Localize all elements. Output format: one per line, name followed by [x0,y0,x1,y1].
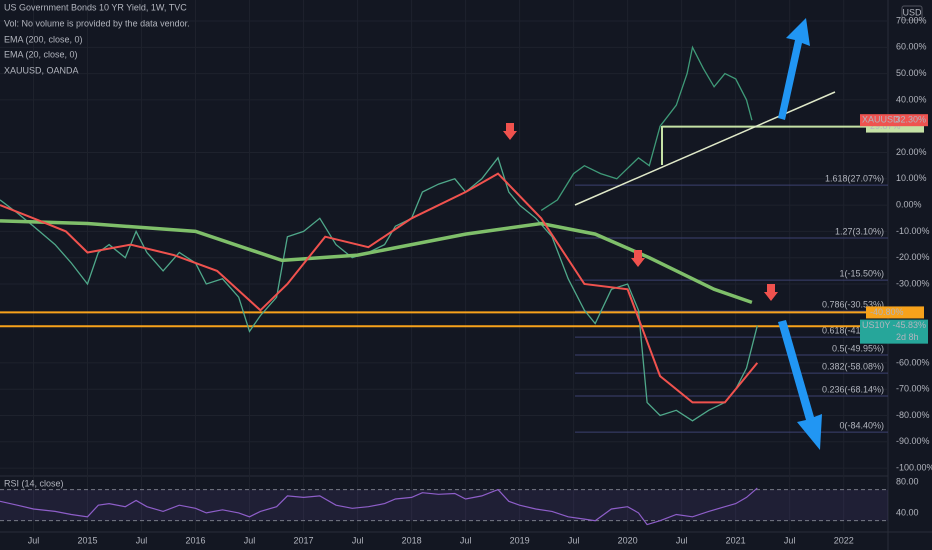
x-tick-label: Jul [568,535,580,545]
marker-name: US10Y [862,320,891,330]
y-tick-label: 40.00% [896,94,927,104]
fib-label: 1.618(27.07%) [825,174,884,184]
blue-arrow [778,320,822,450]
unit-label: USD [902,7,922,17]
x-tick-label: 2017 [294,535,314,545]
x-tick-label: Jul [136,535,148,545]
legend-main: US Government Bonds 10 YR Yield, 1W, TVC [4,2,187,12]
y-tick-label: 50.00% [896,68,927,78]
fib-label: 0(-84.40%) [839,420,884,430]
marker-tag [860,114,928,127]
marker-tag [860,319,928,344]
y-tick-label: 20.00% [896,147,927,157]
x-tick-label: Jul [244,535,256,545]
x-tick-label: Jul [460,535,472,545]
fib-label: 1(-15.50%) [839,268,884,278]
marker-name: XAUUSD [862,115,900,125]
fib-label: 0.236(-68.14%) [822,384,884,394]
red-arrow [764,284,778,301]
x-tick-label: 2022 [834,535,854,545]
legend-ema200: EMA (200, close, 0) [4,34,83,44]
y-tick-label: -70.00% [896,384,930,394]
x-tick-label: 2020 [618,535,638,545]
fib-label: 0.618(-41.82%) [822,326,884,336]
rsi-tick-label: 80.00 [896,476,919,486]
x-tick-label: Jul [28,535,40,545]
legend-note: Vol: No volume is provided by the data v… [4,18,190,28]
fib-label: 1.27(3.10%) [835,226,884,236]
marker-label: -45.83% [892,320,926,330]
red-arrow [631,250,645,267]
level-tag [866,120,924,133]
y-tick-label: -80.00% [896,410,930,420]
y-tick-label: 10.00% [896,173,927,183]
level-tag [866,306,924,319]
y-tick-label: -60.00% [896,357,930,367]
fib-label: 0.382(-58.08%) [822,362,884,372]
y-tick-label: 60.00% [896,42,927,52]
marker-sub: 2d 8h [896,332,919,342]
blue-arrow [778,18,810,120]
red-arrow [503,123,517,140]
series-line [540,45,753,211]
x-tick-label: 2021 [726,535,746,545]
x-tick-label: 2015 [77,535,97,545]
y-tick-label: -90.00% [896,436,930,446]
fib-label: 0.5(-49.95%) [832,343,884,353]
legend-xauusd: XAUUSD, OANDA [4,65,79,75]
series-line [0,172,759,404]
trend-line [574,91,836,206]
rsi-tick-label: 40.00 [896,507,919,517]
legend-ema20: EMA (20, close, 0) [4,49,78,59]
unit-box [901,5,923,21]
y-tick-label: 70.00% [896,15,927,25]
y-tick-label: -20.00% [896,252,930,262]
rsi-label: RSI (14, close) [4,478,64,488]
x-tick-label: 2016 [186,535,206,545]
fib-label: 0.786(-30.53%) [822,299,884,309]
y-tick-label: -30.00% [896,278,930,288]
y-tick-label: -100.00% [896,462,932,472]
x-tick-label: Jul [676,535,688,545]
x-tick-label: Jul [352,535,364,545]
series-line [0,219,753,305]
x-tick-label: Jul [784,535,796,545]
marker-label: 32.30% [895,115,926,125]
series-line [0,156,758,422]
x-tick-label: 2019 [510,535,530,545]
x-tick-label: 2018 [402,535,422,545]
y-tick-label: -10.00% [896,226,930,236]
rsi-line [0,487,758,526]
y-tick-label: 0.00% [896,200,922,210]
rsi-band [0,489,888,521]
level-tag-label: -40.80% [870,307,904,317]
